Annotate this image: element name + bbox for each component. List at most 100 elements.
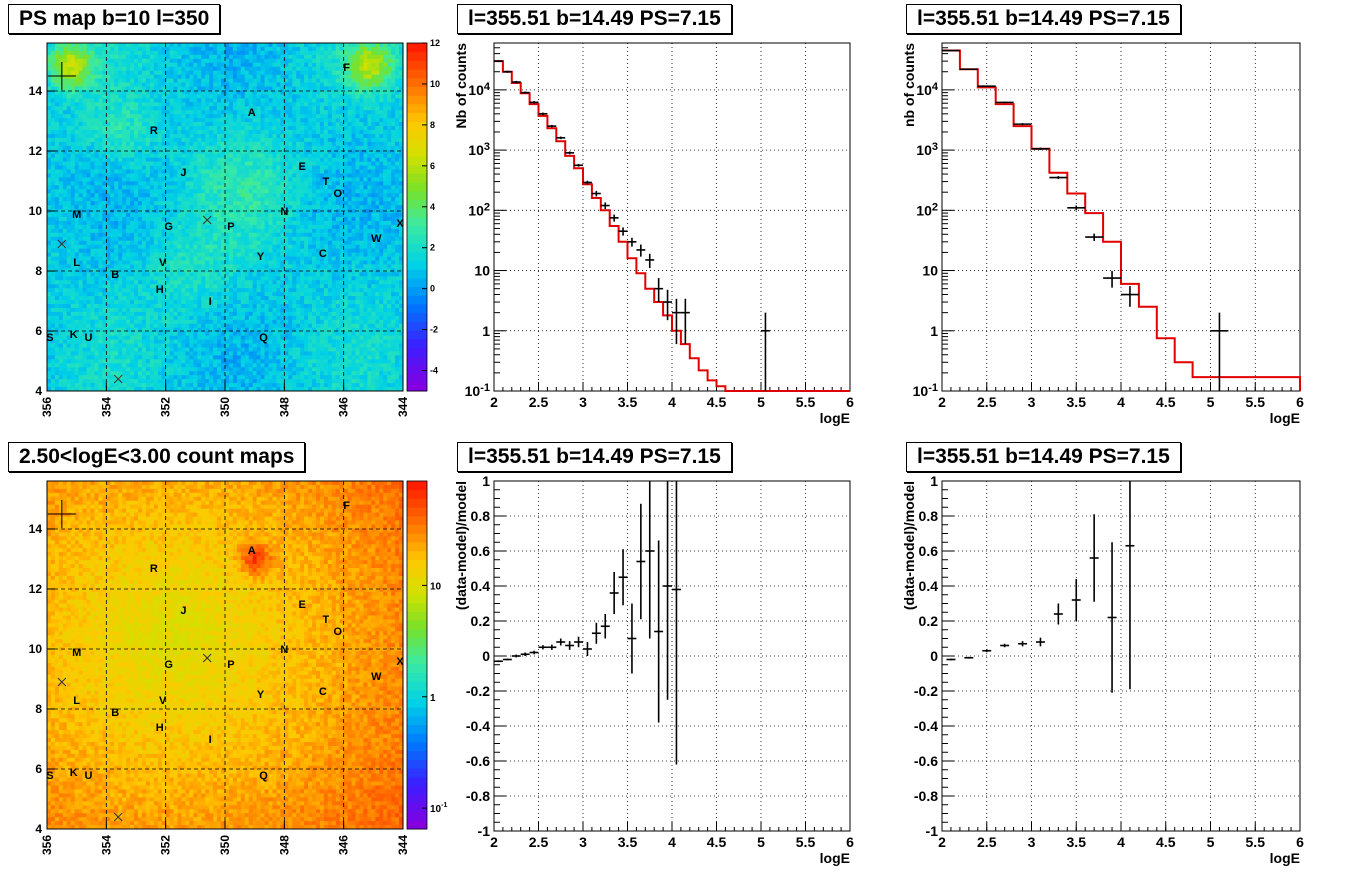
heatmap-cell — [94, 177, 99, 182]
heatmap-cell — [236, 106, 242, 111]
heatmap-cell — [50, 50, 56, 56]
heatmap-cell — [110, 256, 115, 261]
heatmap-cell — [126, 224, 131, 230]
heatmap-cell — [304, 106, 309, 111]
heatmap-cell — [288, 209, 293, 214]
heatmap-cell — [173, 130, 178, 135]
heatmap-cell — [197, 205, 202, 210]
heatmap-cell — [54, 58, 60, 64]
heatmap-cell — [181, 236, 186, 242]
heatmap-cell — [90, 260, 95, 265]
heatmap-cell — [217, 54, 222, 60]
heatmap-cell — [122, 217, 127, 222]
heatmap-cell — [335, 90, 341, 95]
heatmap-cell — [383, 181, 388, 186]
heatmap-cell — [177, 228, 182, 234]
heatmap-cell — [347, 240, 352, 246]
heatmap-cell — [165, 201, 171, 206]
heatmap-cell — [110, 173, 115, 178]
heatmap-cell — [114, 197, 119, 202]
heatmap-cell — [153, 58, 159, 64]
heatmap-cell — [359, 165, 364, 170]
heatmap-cell — [70, 228, 76, 234]
heatmap-cell — [217, 70, 222, 76]
heatmap-cell — [292, 137, 297, 143]
heatmap-cell — [82, 201, 87, 206]
heatmap-cell — [319, 244, 325, 250]
heatmap-cell — [141, 185, 147, 190]
heatmap-cell — [315, 98, 321, 103]
heatmap-cell — [70, 232, 76, 238]
heatmap-cell — [70, 54, 76, 60]
heatmap-cell — [232, 240, 238, 246]
heatmap-cell — [256, 106, 261, 111]
heatmap-cell — [395, 122, 400, 127]
heatmap-cell — [391, 86, 396, 91]
heatmap-cell — [359, 209, 364, 214]
heatmap-cell — [371, 137, 376, 143]
heatmap-cell — [260, 181, 265, 186]
heatmap-cell — [145, 78, 151, 83]
heatmap-cell — [90, 62, 95, 68]
heatmap-cell — [106, 74, 111, 79]
heatmap-cell — [149, 252, 155, 257]
heatmap-cell — [391, 110, 396, 115]
heatmap-cell — [82, 213, 87, 218]
heatmap-cell — [371, 54, 376, 60]
heatmap-cell — [201, 66, 206, 72]
heatmap-cell — [383, 217, 388, 222]
heatmap-cell — [181, 240, 186, 246]
heatmap-cell — [312, 118, 317, 123]
heatmap-cell — [106, 161, 111, 166]
heatmap-cell — [228, 236, 234, 242]
heatmap-cell — [225, 236, 230, 242]
heatmap-cell — [343, 228, 349, 234]
heatmap-cell — [225, 98, 230, 103]
heatmap-cell — [236, 205, 242, 210]
heatmap-cell — [54, 86, 60, 91]
heatmap-cell — [228, 169, 234, 174]
heatmap-cell — [327, 217, 333, 222]
heatmap-cell — [339, 54, 345, 60]
heatmap-cell — [137, 78, 143, 83]
heatmap-cell — [78, 177, 83, 182]
heatmap-cell — [343, 43, 349, 48]
heatmap-cell — [312, 94, 317, 99]
heatmap-cell — [90, 141, 95, 147]
heatmap-cell — [347, 193, 352, 198]
heatmap-cell — [343, 74, 349, 79]
heatmap-cell — [145, 169, 151, 174]
heatmap-cell — [252, 110, 258, 115]
heatmap-cell — [94, 240, 99, 246]
heatmap-cell — [177, 98, 182, 103]
heatmap-cell — [355, 118, 360, 123]
heatmap-cell — [315, 205, 321, 210]
heatmap-cell — [296, 149, 301, 155]
heatmap-cell — [141, 145, 147, 151]
heatmap-cell — [280, 98, 285, 103]
heatmap-cell — [70, 236, 76, 242]
heatmap-cell — [315, 110, 321, 115]
heatmap-cell — [106, 94, 111, 99]
heatmap-cell — [395, 70, 400, 76]
heatmap-cell — [78, 130, 83, 135]
heatmap-cell — [312, 220, 317, 226]
heatmap-cell — [248, 133, 254, 139]
heatmap-cell — [339, 181, 345, 186]
heatmap-cell — [319, 169, 325, 174]
heatmap-cell — [98, 157, 103, 163]
heatmap-cell — [391, 169, 396, 174]
heatmap-cell — [284, 217, 289, 222]
heatmap-cell — [153, 50, 159, 56]
heatmap-cell — [367, 153, 372, 159]
heatmap-cell — [70, 153, 76, 159]
heatmap-cell — [177, 118, 182, 123]
heatmap-cell — [126, 43, 131, 48]
heatmap-cell — [62, 62, 68, 68]
heatmap-cell — [395, 137, 400, 143]
heatmap-cell — [126, 173, 131, 178]
heatmap-cell — [169, 244, 174, 250]
heatmap-cell — [193, 248, 198, 253]
heatmap-cell — [126, 58, 131, 64]
heatmap-cell — [347, 220, 352, 226]
